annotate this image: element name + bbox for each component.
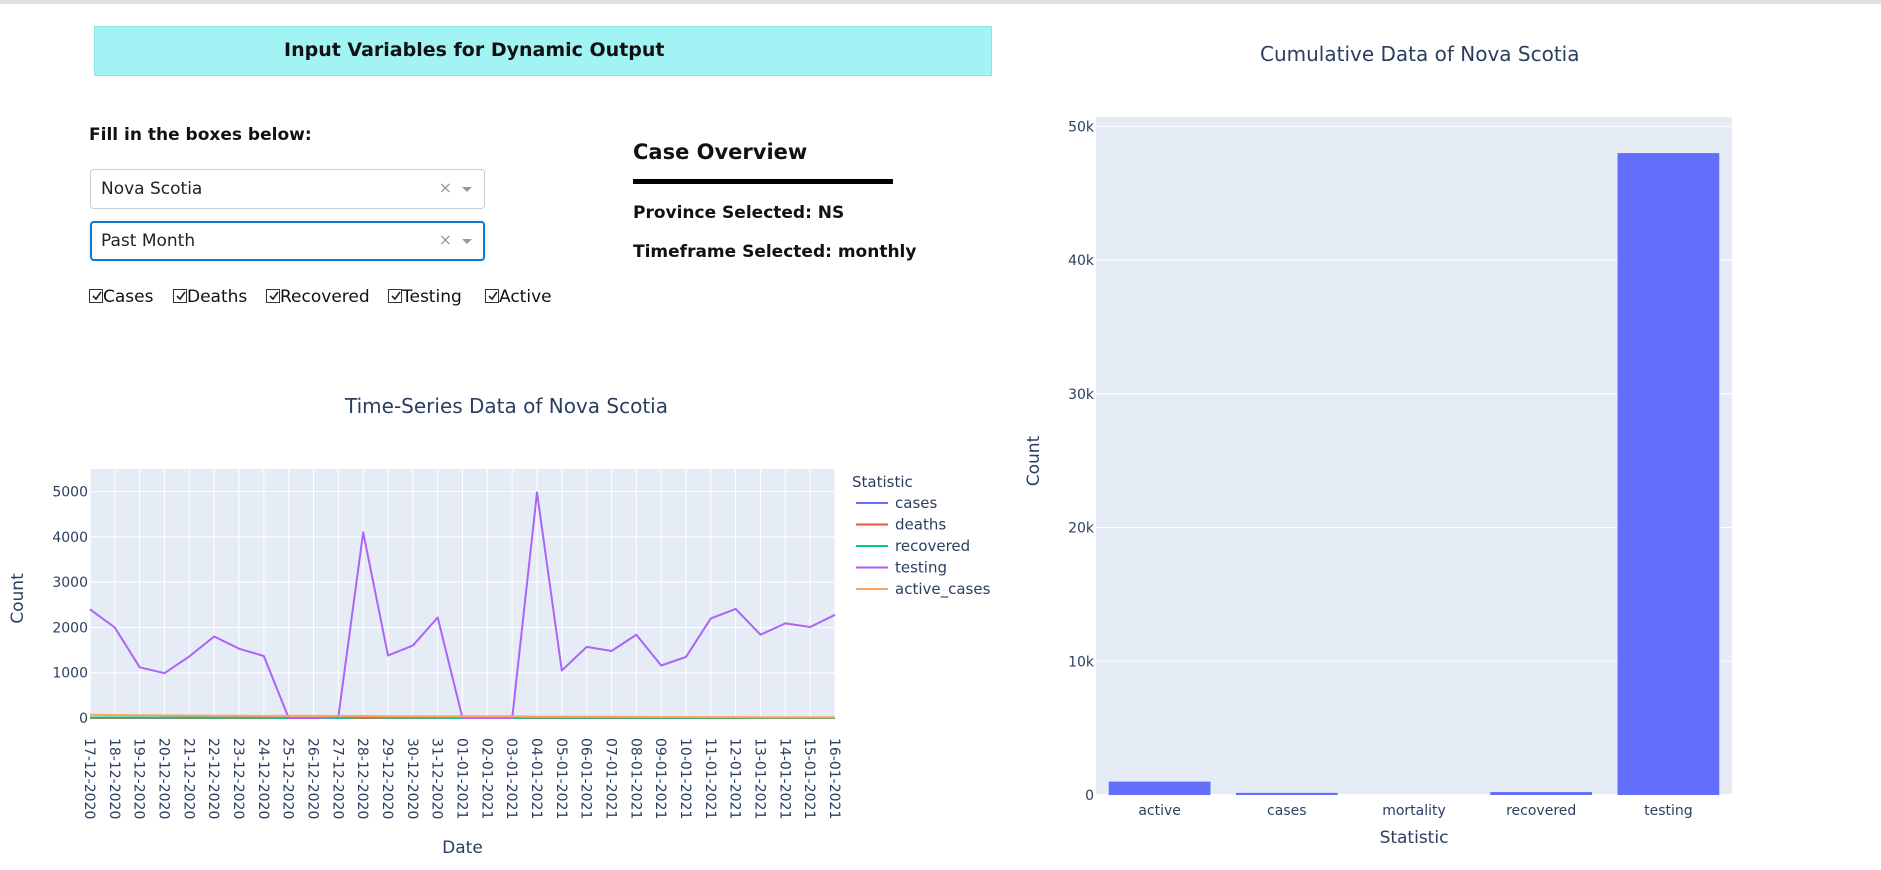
checkbox-cases-box[interactable] xyxy=(89,289,103,303)
checkbox-active-box[interactable] xyxy=(485,289,499,303)
timeseries-y-tick-label: 3000 xyxy=(52,575,88,591)
timeseries-x-tick-label: 11-01-2021 xyxy=(702,738,718,819)
province-dropdown[interactable]: Nova Scotia × xyxy=(90,169,485,209)
timeseries-line-active_cases xyxy=(89,713,835,719)
cumulative-bar-cases xyxy=(1235,792,1338,795)
cumulative-y-tick-label: 30k xyxy=(1068,387,1095,403)
fill-label: Fill in the boxes below: xyxy=(89,125,312,145)
timeseries-chart: 17-12-2020 18-12-2020 19-12-2020 20-12-2020… xyxy=(8,469,991,858)
clear-province-icon[interactable]: × xyxy=(438,178,452,197)
timeseries-y-tick-label: 5000 xyxy=(52,485,88,501)
timeseries-x-tick-label: 16-01-2021 xyxy=(826,738,842,819)
timeseries-x-tick-label: 03-01-2021 xyxy=(503,738,519,819)
cumulative-x-tick-label: cases xyxy=(1267,803,1306,819)
chevron-down-icon[interactable] xyxy=(462,239,472,244)
timeseries-x-tick-label: 08-01-2021 xyxy=(627,738,643,819)
cumulative-y-tick-label: 40k xyxy=(1068,253,1095,269)
cumulative-y-axis-title: Count xyxy=(1024,435,1044,486)
cumulative-y-tick-label: 0 xyxy=(1085,788,1094,804)
cumulative-x-tick-label: recovered xyxy=(1506,803,1576,819)
checkbox-recovered-box[interactable] xyxy=(266,289,280,303)
top-rule xyxy=(0,0,1881,4)
timeframe-dropdown[interactable]: Past Month × xyxy=(90,221,485,261)
cumulative-x-tick-label: testing xyxy=(1644,803,1693,819)
checkbox-active[interactable]: Active xyxy=(485,287,552,307)
timeseries-x-tick-label: 18-12-2020 xyxy=(106,738,122,819)
timeseries-legend-label-recovered: recovered xyxy=(895,537,970,555)
checkbox-deaths-label: Deaths xyxy=(187,287,248,307)
timeseries-x-tick-label: 23-12-2020 xyxy=(230,738,246,819)
cumulative-x-tick-label: mortality xyxy=(1382,803,1446,819)
timeseries-x-tick-label: 13-01-2021 xyxy=(752,738,768,819)
cumulative-x-tick-label: active xyxy=(1138,803,1181,819)
timeseries-x-tick-label: 04-01-2021 xyxy=(528,738,544,819)
timeseries-x-tick-label: 20-12-2020 xyxy=(156,738,172,819)
timeseries-x-tick-label: 25-12-2020 xyxy=(280,738,296,819)
timeseries-x-tick-label: 24-12-2020 xyxy=(255,738,271,819)
province-value: Nova Scotia xyxy=(101,179,203,199)
cumulative-plot-area xyxy=(1096,117,1732,795)
timeseries-x-tick-label: 21-12-2020 xyxy=(180,738,196,819)
timeseries-legend-title: Statistic xyxy=(852,473,913,491)
timeseries-x-tick-label: 05-01-2021 xyxy=(553,738,569,819)
timeseries-legend-label-deaths: deaths xyxy=(895,516,946,534)
checkbox-testing[interactable]: Testing xyxy=(388,287,462,307)
cumulative-bar-active xyxy=(1108,781,1211,795)
cumulative-bar-testing xyxy=(1617,153,1720,795)
timeseries-y-tick-label: 4000 xyxy=(52,530,88,546)
timeseries-x-tick-label: 02-01-2021 xyxy=(478,738,494,819)
timeseries-x-tick-label: 10-01-2021 xyxy=(677,738,693,819)
checkbox-recovered[interactable]: Recovered xyxy=(266,287,370,307)
timeseries-x-tick-label: 27-12-2020 xyxy=(329,738,345,819)
timeseries-line-testing xyxy=(89,491,836,719)
timeseries-x-tick-label: 06-01-2021 xyxy=(578,738,594,819)
timeseries-y-axis-title: Count xyxy=(8,573,28,624)
timeseries-y-tick-label: 2000 xyxy=(52,620,88,636)
checkbox-recovered-label: Recovered xyxy=(280,287,370,307)
timeframe-selected-text: Timeframe Selected: monthly xyxy=(633,242,917,262)
timeseries-x-tick-label: 01-01-2021 xyxy=(454,738,470,819)
case-overview-title: Case Overview xyxy=(633,140,808,164)
cumulative-chart-title: Cumulative Data of Nova Scotia xyxy=(1260,42,1580,66)
timeseries-y-tick-label: 1000 xyxy=(52,666,88,682)
checkbox-testing-box[interactable] xyxy=(388,289,402,303)
timeseries-x-tick-label: 09-01-2021 xyxy=(652,738,668,819)
checkbox-cases[interactable]: Cases xyxy=(89,287,153,307)
banner-title: Input Variables for Dynamic Output xyxy=(284,39,665,61)
chevron-down-icon[interactable] xyxy=(462,187,472,192)
cumulative-bar-recovered xyxy=(1490,792,1593,795)
timeseries-legend-label-cases: cases xyxy=(895,494,937,512)
cumulative-y-tick-label: 20k xyxy=(1068,521,1095,537)
checkbox-testing-label: Testing xyxy=(402,287,462,307)
timeseries-x-tick-label: 19-12-2020 xyxy=(131,738,147,819)
timeseries-x-tick-label: 22-12-2020 xyxy=(205,738,221,819)
timeseries-x-tick-label: 31-12-2020 xyxy=(429,738,445,819)
checkbox-cases-label: Cases xyxy=(103,287,154,307)
clear-timeframe-icon[interactable]: × xyxy=(438,230,452,249)
timeseries-x-tick-label: 14-01-2021 xyxy=(776,738,792,819)
cumulative-x-axis-title: Statistic xyxy=(1380,828,1449,848)
cumulative-y-tick-label: 10k xyxy=(1068,654,1095,670)
timeseries-x-tick-label: 26-12-2020 xyxy=(305,738,321,819)
input-banner: Input Variables for Dynamic Output xyxy=(94,26,992,76)
timeseries-x-axis-title: Date xyxy=(442,838,483,858)
timeseries-x-tick-label: 17-12-2020 xyxy=(81,738,97,819)
timeframe-value: Past Month xyxy=(101,231,196,251)
checkbox-deaths[interactable]: Deaths xyxy=(173,287,247,307)
cumulative-y-tick-label: 50k xyxy=(1068,119,1095,135)
timeseries-x-tick-label: 28-12-2020 xyxy=(354,738,370,819)
timeseries-x-tick-label: 12-01-2021 xyxy=(727,738,743,819)
checkbox-deaths-box[interactable] xyxy=(173,289,187,303)
case-overview-rule xyxy=(633,179,893,184)
timeseries-x-tick-label: 07-01-2021 xyxy=(603,738,619,819)
timeseries-x-tick-label: 30-12-2020 xyxy=(404,738,420,819)
timeseries-legend-label-testing: testing xyxy=(895,559,947,577)
province-selected-text: Province Selected: NS xyxy=(633,203,845,223)
timeseries-x-tick-label: 29-12-2020 xyxy=(379,738,395,819)
timeseries-legend-label-active_cases: active_cases xyxy=(895,580,991,599)
timeseries-y-tick-label: 0 xyxy=(79,711,88,727)
timeseries-chart-title: Time-Series Data of Nova Scotia xyxy=(345,394,668,418)
checkbox-active-label: Active xyxy=(499,287,552,307)
timeseries-x-tick-label: 15-01-2021 xyxy=(801,738,817,819)
